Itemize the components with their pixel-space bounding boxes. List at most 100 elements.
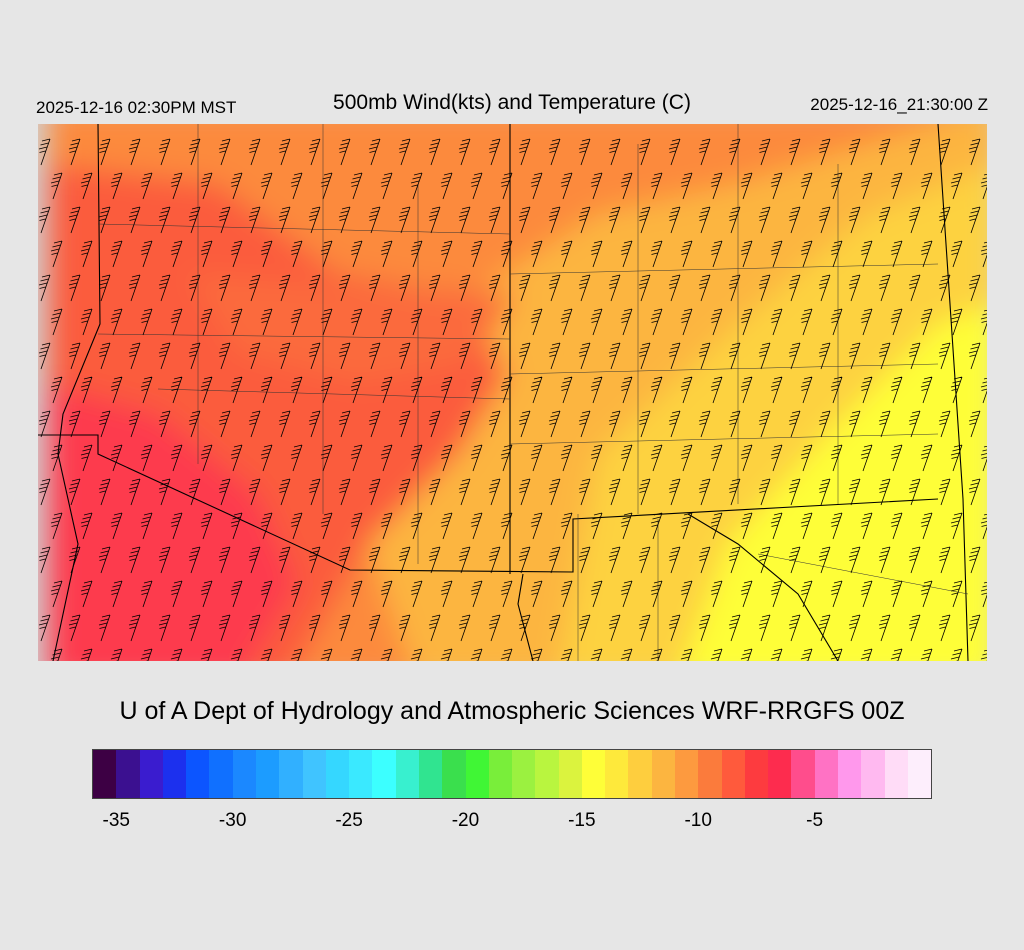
wind-barb xyxy=(638,478,651,506)
wind-barb xyxy=(278,614,291,642)
wind-barb xyxy=(230,648,243,661)
wind-barb xyxy=(140,308,153,336)
wind-barb xyxy=(680,172,693,200)
wind-barb xyxy=(638,342,651,370)
wind-barb xyxy=(488,206,501,234)
wind-barb xyxy=(428,274,441,302)
wind-barb xyxy=(758,410,771,438)
wind-barb xyxy=(218,274,231,302)
wind-barb xyxy=(740,376,753,404)
wind-barb xyxy=(890,444,903,472)
wind-barb xyxy=(770,444,783,472)
wind-barb xyxy=(290,240,303,268)
wind-barb xyxy=(710,376,723,404)
wind-barb xyxy=(50,648,63,661)
wind-barb xyxy=(50,308,63,336)
wind-barb xyxy=(68,410,81,438)
wind-barb xyxy=(38,342,51,370)
wind-barb xyxy=(320,444,333,472)
wind-barb xyxy=(638,546,651,574)
wind-barb xyxy=(920,512,933,540)
wind-barb xyxy=(920,308,933,336)
wind-barb xyxy=(230,308,243,336)
wind-barb xyxy=(788,342,801,370)
wind-barb xyxy=(608,546,621,574)
wind-barb xyxy=(320,172,333,200)
wind-barb xyxy=(440,376,453,404)
wind-barb xyxy=(608,342,621,370)
wind-barb xyxy=(290,308,303,336)
wind-barb xyxy=(98,546,111,574)
wind-barb xyxy=(110,376,123,404)
wind-barb xyxy=(158,478,171,506)
wind-barb xyxy=(50,444,63,472)
wind-barb xyxy=(788,614,801,642)
wind-barb xyxy=(68,342,81,370)
wind-barb xyxy=(950,444,963,472)
wind-barb xyxy=(650,376,663,404)
wind-barb xyxy=(830,444,843,472)
wind-barb xyxy=(770,172,783,200)
wind-barb xyxy=(488,138,501,166)
wind-barb xyxy=(710,308,723,336)
wind-barb xyxy=(560,376,573,404)
wind-barb xyxy=(860,444,873,472)
colorbar-swatch xyxy=(325,750,350,798)
wind-barb xyxy=(470,648,483,661)
wind-barb xyxy=(248,138,261,166)
wind-barb xyxy=(650,308,663,336)
wind-barb xyxy=(170,240,183,268)
wind-barb xyxy=(230,512,243,540)
wind-barb xyxy=(938,478,951,506)
wind-barb xyxy=(350,648,363,661)
colorbar-swatch xyxy=(93,750,117,798)
wind-barb xyxy=(548,342,561,370)
wind-barb xyxy=(698,614,711,642)
wind-barb xyxy=(398,546,411,574)
wind-barb xyxy=(548,410,561,438)
wind-barb xyxy=(50,512,63,540)
wind-barb xyxy=(548,138,561,166)
wind-barb xyxy=(848,546,861,574)
wind-barb xyxy=(818,138,831,166)
wind-barb xyxy=(338,546,351,574)
wind-barb xyxy=(770,580,783,608)
wind-barb xyxy=(590,512,603,540)
wind-barb xyxy=(320,376,333,404)
wind-barb xyxy=(938,206,951,234)
wind-barb xyxy=(338,274,351,302)
wind-barb xyxy=(518,546,531,574)
colorbar-swatch xyxy=(465,750,489,798)
wind-barb xyxy=(590,172,603,200)
wind-barb xyxy=(50,240,63,268)
wind-barb xyxy=(68,138,81,166)
wind-barb xyxy=(308,478,321,506)
wind-barb xyxy=(668,206,681,234)
wind-barb xyxy=(260,580,273,608)
wind-barb xyxy=(260,376,273,404)
colorbar-swatch xyxy=(651,750,676,798)
wind-barb xyxy=(68,206,81,234)
wind-barb xyxy=(848,138,861,166)
wind-barb xyxy=(500,172,513,200)
wind-barb xyxy=(158,274,171,302)
wind-barb xyxy=(68,546,81,574)
wind-barb xyxy=(788,478,801,506)
wind-barb xyxy=(350,512,363,540)
wind-barb xyxy=(188,138,201,166)
colorbar-tick-label: -10 xyxy=(684,810,712,831)
wind-barb xyxy=(38,206,51,234)
wind-barb xyxy=(500,240,513,268)
wind-barb xyxy=(68,478,81,506)
wind-barb xyxy=(650,240,663,268)
wind-barb xyxy=(158,410,171,438)
wind-barb xyxy=(740,648,753,661)
wind-barb xyxy=(560,308,573,336)
wind-barb xyxy=(440,172,453,200)
wind-barb xyxy=(860,240,873,268)
wind-barb xyxy=(248,206,261,234)
wind-barb xyxy=(428,342,441,370)
wind-barb xyxy=(818,342,831,370)
wind-barb xyxy=(788,546,801,574)
wind-barb xyxy=(398,274,411,302)
